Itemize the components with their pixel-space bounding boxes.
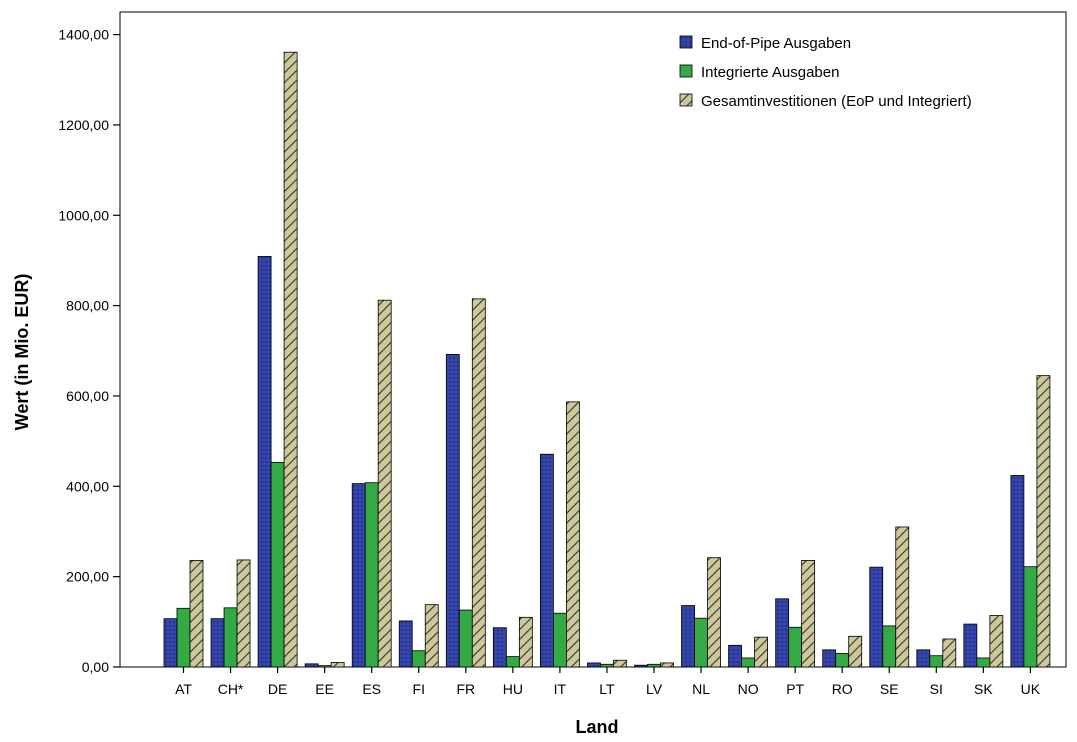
- bar-LT-series-2: [600, 663, 614, 668]
- bar-IT-series-2: [553, 612, 567, 668]
- x-axis: AT CH* DE EE ES FI FR HU IT LT LV NL NO PT RO SE SI SK UK: [175, 667, 1041, 697]
- bar-RO-series-2: [835, 653, 850, 668]
- x-tick-label: EE: [315, 681, 334, 697]
- x-tick-label: RO: [832, 681, 853, 697]
- bar-SE-series-2: [882, 625, 897, 668]
- bar-NO-series-1: [728, 644, 742, 668]
- bar-UK-series-1: [1010, 475, 1025, 668]
- x-axis-title: Land: [576, 717, 619, 737]
- bar-EE-series-3: [330, 662, 345, 668]
- bar-NO-series-2: [741, 657, 755, 668]
- x-tick-label: ES: [362, 681, 381, 697]
- y-tick-label: 1000,00: [58, 207, 109, 223]
- x-tick-label: DE: [268, 681, 287, 697]
- legend-swatch: [679, 64, 693, 78]
- bar-UK-series-3: [1036, 375, 1051, 668]
- x-tick-label: SK: [974, 681, 993, 697]
- bar-FI-series-1: [398, 620, 413, 668]
- x-tick-label: CH*: [218, 681, 244, 697]
- bar-CH-series-1: [210, 618, 225, 668]
- bar-NO-series-3: [754, 636, 768, 668]
- bar-AT-series-3: [189, 559, 204, 668]
- bar-FI-series-2: [411, 650, 426, 668]
- bar-SI-series-1: [916, 649, 931, 668]
- y-tick-label: 1200,00: [58, 117, 109, 133]
- bar-IT-series-1: [540, 453, 554, 668]
- bar-SK-series-1: [963, 623, 978, 668]
- bar-FR-series-2: [458, 609, 473, 668]
- bar-SK-series-3: [989, 615, 1004, 668]
- bar-EE-series-1: [304, 663, 319, 668]
- x-tick-label: NO: [738, 681, 759, 697]
- x-tick-label: AT: [175, 681, 192, 697]
- bar-DE-series-1: [257, 255, 272, 668]
- legend-label: End-of-Pipe Ausgaben: [701, 35, 851, 52]
- bar-SE-series-1: [869, 566, 884, 668]
- x-tick-label: LV: [646, 681, 663, 697]
- x-tick-label: FR: [456, 681, 475, 697]
- bar-HU-series-2: [505, 656, 520, 668]
- bar-ES-series-2: [364, 482, 379, 668]
- bar-AT-series-1: [163, 618, 178, 668]
- bar-IT-series-3: [566, 401, 580, 668]
- y-tick-label: 200,00: [66, 569, 109, 585]
- bar-FR-series-3: [471, 298, 486, 668]
- bar-RO-series-3: [848, 635, 863, 668]
- bar-SI-series-3: [942, 638, 957, 668]
- bar-AT-series-2: [176, 607, 191, 668]
- bar-ES-series-1: [351, 483, 366, 668]
- x-tick-label: FI: [413, 681, 425, 697]
- bar-LT-series-1: [587, 662, 601, 668]
- y-tick-label: 0,00: [82, 659, 109, 675]
- legend-label: Integrierte Ausgaben: [701, 64, 839, 81]
- x-tick-label: HU: [503, 681, 523, 697]
- bar-SE-series-3: [895, 526, 910, 668]
- bar-HU-series-1: [492, 627, 507, 668]
- bar-NL-series-2: [694, 617, 708, 668]
- bar-RO-series-1: [822, 649, 837, 668]
- x-tick-label: IT: [554, 681, 567, 697]
- bar-LV-series-2: [647, 663, 661, 668]
- bar-CH-series-2: [223, 607, 238, 668]
- bars-group: [163, 51, 1051, 668]
- x-tick-label: SI: [930, 681, 943, 697]
- bar-DE-series-2: [270, 461, 285, 668]
- legend: End-of-Pipe Ausgaben Integrierte Ausgaben…: [679, 35, 972, 110]
- bar-NL-series-1: [681, 605, 695, 668]
- bar-LT-series-3: [613, 659, 627, 668]
- y-tick-label: 1400,00: [58, 27, 109, 43]
- bar-LV-series-3: [660, 662, 674, 668]
- legend-swatch: [679, 93, 693, 107]
- bar-PT-series-2: [788, 626, 803, 668]
- bar-UK-series-2: [1023, 566, 1038, 668]
- y-axis-title: Wert (in Mio. EUR): [12, 274, 32, 431]
- legend-label: Gesamtinvestitionen (EoP und Integriert): [701, 93, 972, 110]
- bar-FI-series-3: [424, 604, 439, 668]
- x-tick-label: SE: [880, 681, 899, 697]
- bar-DE-series-3: [283, 51, 298, 668]
- bar-HU-series-3: [518, 616, 533, 668]
- bar-EE-series-2: [317, 665, 332, 668]
- x-tick-label: PT: [786, 681, 804, 697]
- x-tick-label: NL: [692, 681, 710, 697]
- y-axis: 0,00 200,00 400,00 600,00 800,00 1000,00 1200,…: [58, 27, 120, 675]
- bar-FR-series-1: [445, 354, 460, 668]
- bar-SK-series-2: [976, 657, 991, 668]
- x-tick-label: LT: [599, 681, 615, 697]
- y-tick-label: 800,00: [66, 298, 109, 314]
- bar-SI-series-2: [929, 655, 944, 668]
- bar-NL-series-3: [707, 557, 721, 668]
- bar-PT-series-3: [801, 559, 816, 668]
- y-tick-label: 600,00: [66, 388, 109, 404]
- y-tick-label: 400,00: [66, 478, 109, 494]
- bar-PT-series-1: [775, 598, 790, 668]
- x-tick-label: UK: [1021, 681, 1041, 697]
- bar-ES-series-3: [377, 299, 392, 668]
- legend-swatch: [679, 35, 693, 49]
- bar-CH-series-3: [236, 559, 251, 668]
- bar-LV-series-1: [634, 664, 648, 668]
